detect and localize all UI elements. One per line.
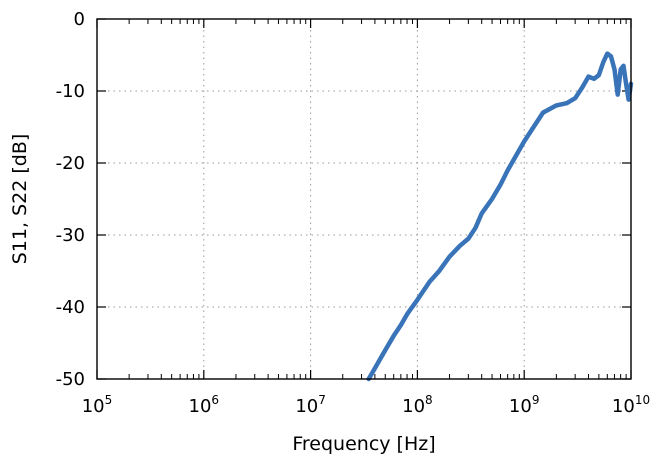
plot-frame (96, 18, 632, 380)
x-tick-label: 107 (295, 393, 326, 417)
y-tick-label: -30 (56, 225, 85, 246)
minor-ticks (128, 19, 627, 379)
x-tick-label: 108 (402, 393, 433, 417)
x-tick-labels: 105 106 107 108 109 1010 (82, 393, 650, 417)
x-tick-label: 106 (189, 393, 220, 417)
y-tick-label: -20 (56, 153, 85, 174)
x-axis-label: Frequency [Hz] (292, 433, 435, 455)
grid (97, 19, 631, 379)
y-tick-label: -10 (56, 81, 85, 102)
x-tick-label: 109 (509, 393, 540, 417)
series-group (366, 51, 634, 382)
y-tick-label: -40 (56, 297, 85, 318)
y-tick-labels: 0 -10 -20 -30 -40 -50 (56, 9, 85, 390)
y-tick-label: 0 (74, 9, 85, 30)
series-line (366, 51, 634, 382)
x-tick-label: 105 (82, 393, 113, 417)
x-tick-label: 1010 (612, 393, 650, 417)
major-ticks (96, 18, 632, 380)
y-axis-label: S11, S22 [dB] (9, 134, 31, 265)
y-tick-label: -50 (56, 369, 85, 390)
